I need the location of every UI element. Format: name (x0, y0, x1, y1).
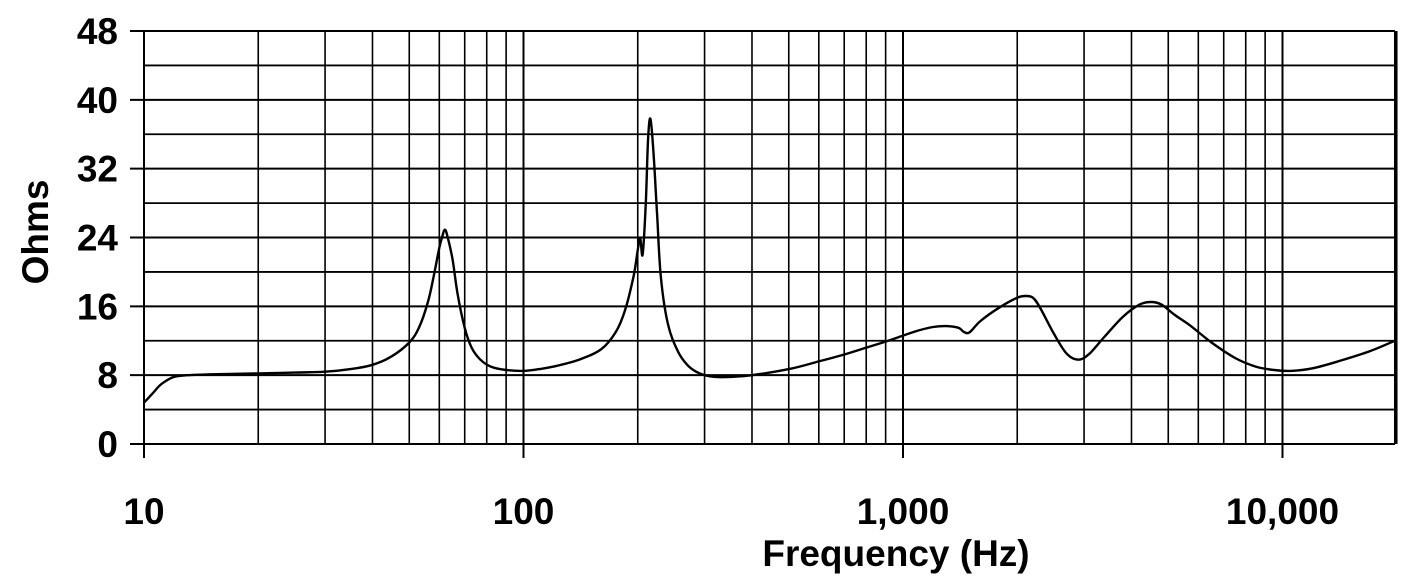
y-axis-ticks: 0 8 16 24 32 40 48 (77, 11, 119, 465)
y-tick-label: 0 (97, 424, 118, 465)
x-tick-label: 10,000 (1226, 491, 1339, 532)
x-tick-label: 1,000 (857, 491, 950, 532)
x-axis-ticks: 10 100 1,000 10,000 (123, 491, 1339, 532)
y-tick-label: 24 (77, 218, 119, 259)
x-minor-gridlines (143, 31, 1398, 458)
impedance-curve (143, 117, 1398, 404)
y-tick-label: 8 (97, 355, 118, 396)
x-tick-label: 100 (493, 491, 555, 532)
y-tick-label: 40 (77, 80, 118, 121)
y-tick-label: 48 (77, 11, 118, 52)
y-tick-label: 32 (77, 149, 118, 190)
y-axis-title: Ohms (15, 180, 56, 285)
y-gridlines (130, 30, 1395, 445)
x-tick-label: 10 (123, 491, 164, 532)
x-axis-title: Frequency (Hz) (762, 533, 1029, 574)
y-tick-label: 16 (77, 286, 118, 327)
